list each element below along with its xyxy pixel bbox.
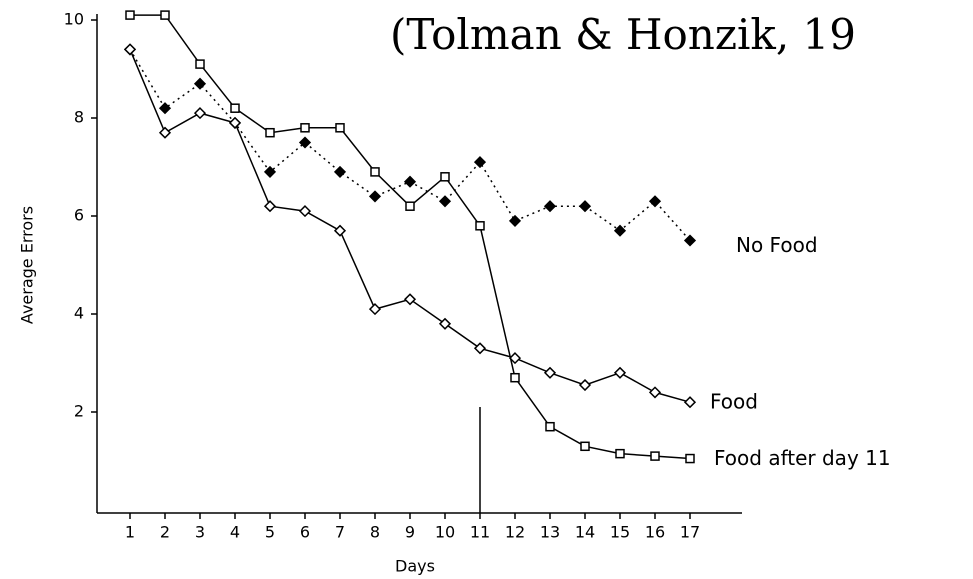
point — [438, 317, 452, 330]
point — [510, 372, 520, 383]
series-line — [129, 49, 691, 241]
point — [333, 224, 347, 237]
point — [125, 10, 135, 20]
x-tick-label: 4 — [230, 523, 240, 542]
x-tick-label: 3 — [195, 523, 205, 542]
point — [648, 195, 662, 208]
y-tick-label: 8 — [74, 108, 84, 127]
point — [473, 342, 487, 355]
x-tick-label: 6 — [300, 523, 310, 542]
y-axis-label: Average Errors — [18, 206, 37, 324]
point — [683, 396, 697, 409]
point — [335, 123, 345, 133]
x-axis-label: Days — [395, 557, 435, 576]
point — [193, 77, 207, 90]
point — [230, 103, 240, 113]
point — [683, 234, 697, 247]
series-label: Food — [710, 390, 758, 414]
x-tick-label: 16 — [645, 523, 665, 542]
point — [193, 107, 207, 120]
x-tick-label: 2 — [160, 523, 170, 542]
point — [613, 224, 627, 237]
point — [543, 366, 557, 379]
point — [158, 102, 172, 115]
point — [195, 59, 205, 69]
point — [370, 167, 380, 177]
y-tick-label: 10 — [64, 10, 84, 29]
point — [685, 453, 695, 464]
point — [545, 421, 555, 432]
x-tick-label: 13 — [540, 523, 560, 542]
chart-title: (Tolman & Honzik, 19 — [390, 10, 856, 59]
series-line — [129, 49, 691, 403]
x-tick-label: 17 — [680, 523, 700, 542]
point — [615, 448, 625, 459]
point — [475, 221, 485, 231]
point — [578, 378, 592, 392]
point — [263, 165, 277, 178]
x-tick-label: 1 — [125, 523, 135, 542]
point — [473, 156, 487, 169]
point — [298, 136, 312, 149]
point — [368, 190, 382, 203]
y-tick-label: 4 — [74, 304, 84, 323]
point — [508, 352, 522, 365]
point — [543, 200, 557, 213]
point — [405, 201, 415, 211]
x-tick-label: 5 — [265, 523, 275, 542]
x-tick-label: 7 — [335, 523, 345, 542]
point — [333, 165, 347, 178]
point — [265, 127, 275, 138]
x-tick-label: 15 — [610, 523, 630, 542]
y-tick-label: 6 — [74, 206, 84, 225]
point — [403, 293, 417, 306]
x-tick-label: 12 — [505, 523, 525, 542]
point — [123, 43, 137, 56]
point — [228, 116, 242, 129]
point — [160, 10, 170, 20]
point — [298, 205, 312, 218]
x-tick-label: 10 — [435, 523, 455, 542]
point — [158, 126, 172, 139]
x-tick-label: 8 — [370, 523, 380, 542]
point — [508, 214, 522, 227]
point — [580, 441, 590, 452]
point — [300, 123, 310, 133]
series-line — [130, 14, 691, 460]
x-tick-label: 9 — [405, 523, 415, 542]
point — [438, 195, 452, 208]
series-label: No Food — [736, 233, 818, 257]
point — [440, 172, 450, 182]
point — [648, 386, 662, 399]
point — [578, 200, 592, 213]
point — [403, 175, 417, 188]
point — [613, 366, 627, 379]
point — [368, 303, 382, 316]
point — [263, 200, 277, 213]
x-tick-label: 14 — [575, 523, 595, 542]
x-tick-label: 11 — [470, 523, 490, 542]
series-label: Food after day 11 — [714, 446, 891, 470]
y-tick-label: 2 — [74, 402, 84, 421]
point — [650, 451, 660, 461]
